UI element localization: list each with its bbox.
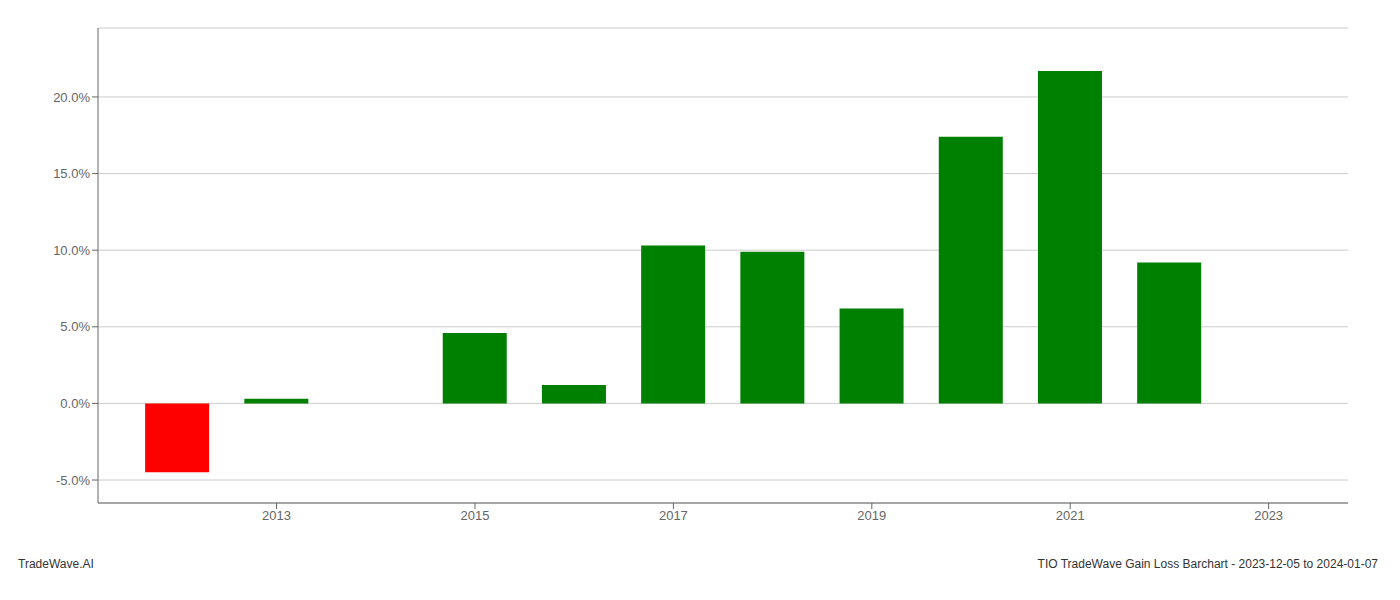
svg-text:15.0%: 15.0% [53, 166, 90, 181]
svg-text:2023: 2023 [1254, 508, 1283, 523]
html-text:TIO TradeWave Gain Loss Barcha: TIO TradeWave Gain Loss Barchart - 2023-… [1037, 557, 1378, 571]
svg-text:2021: 2021 [1056, 508, 1085, 523]
svg-text:5.0%: 5.0% [60, 319, 90, 334]
svg-text:0.0%: 0.0% [60, 396, 90, 411]
svg-text:-5.0%: -5.0% [56, 473, 90, 488]
html-text:TradeWave.AI: TradeWave.AI [18, 557, 94, 571]
svg-text:2017: 2017 [659, 508, 688, 523]
svg-text:10.0%: 10.0% [53, 243, 90, 258]
svg-text:2019: 2019 [857, 508, 886, 523]
svg-text:20.0%: 20.0% [53, 90, 90, 105]
svg-text:2015: 2015 [461, 508, 490, 523]
svg-text:2013: 2013 [262, 508, 291, 523]
